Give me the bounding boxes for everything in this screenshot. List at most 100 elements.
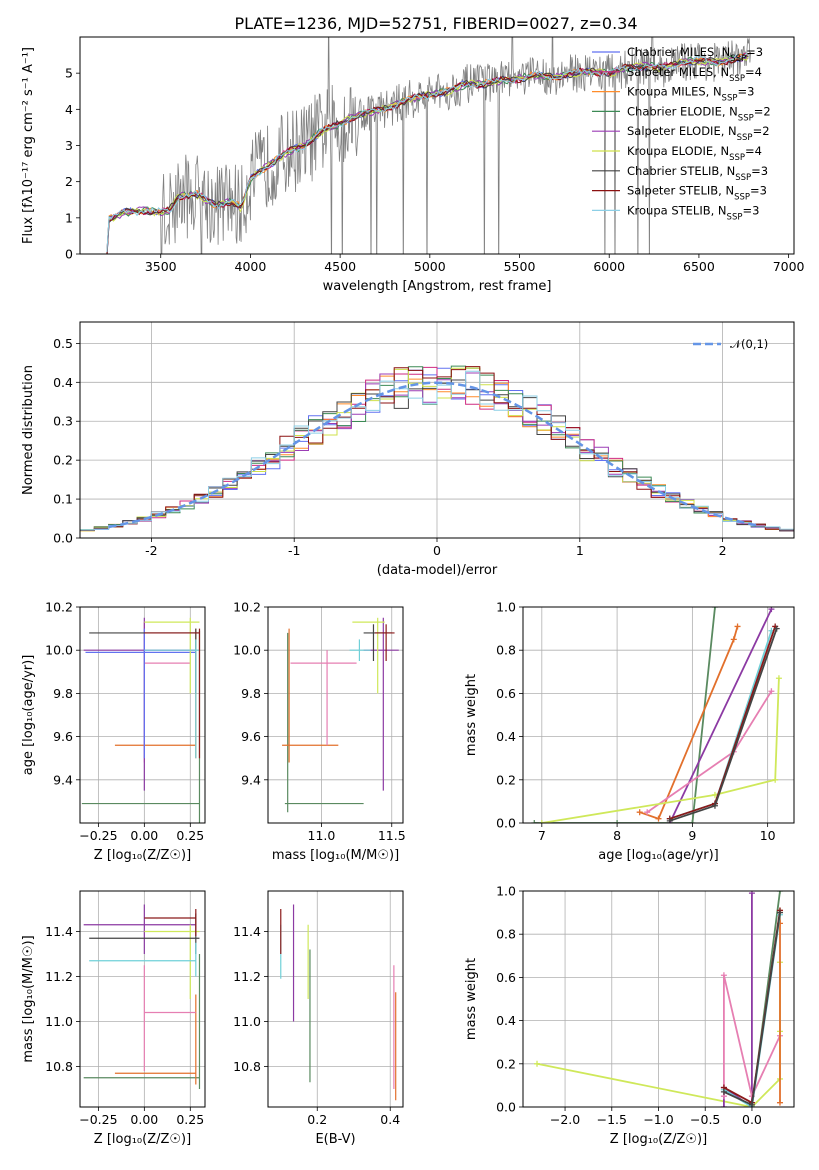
weight-marker-4	[538, 820, 545, 823]
weight-marker-0	[531, 820, 538, 823]
x-tick-label: 0.00	[130, 828, 158, 843]
model-line-2	[106, 53, 749, 254]
weight-marker-0	[614, 820, 621, 823]
x-tick-label: −0.25	[79, 828, 117, 843]
x-tick-label: 1	[576, 543, 584, 558]
weight-marker-1	[636, 809, 643, 816]
weight-marker-0	[689, 820, 696, 823]
legend-label-7: Salpeter STELIB, NSSP=3	[627, 184, 767, 203]
y-axis-label: age [log₁₀(age/yr)]	[21, 655, 36, 776]
axes-frame	[79, 36, 795, 255]
y-tick-label: 10.8	[233, 1059, 261, 1074]
x-tick-label: −0.25	[79, 1112, 117, 1127]
model-line-8	[106, 52, 749, 253]
y-tick-label: 0.8	[496, 927, 516, 942]
plot-area	[534, 891, 783, 1107]
panel-age_vs_z: −0.25 0.00 0.25 9.4 9.6 9.8 10.0 10.2 Z [log₁₀(Z…	[21, 600, 206, 863]
panel-weight_vs_z: −2.0 −1.5 −1.0 −0.5 0.0 0.0 0.2 0.4 0.6 0.8 1.0 Z […	[464, 884, 795, 1147]
y-tick-label: 1.0	[496, 884, 516, 899]
weight-marker-7	[711, 802, 718, 809]
y-tick-label: 9.6	[241, 729, 261, 744]
weight-marker-3	[768, 688, 775, 695]
x-tick-label: 5000	[414, 259, 446, 274]
x-axis-label: mass [log₁₀(M/M☉)]	[272, 848, 399, 863]
legend-label-normal: 𝒩(0,1)	[730, 337, 768, 351]
weight-marker-7	[720, 1088, 727, 1095]
x-tick-label: 5500	[504, 259, 536, 274]
weight-marker-7	[773, 625, 780, 632]
legend-label-1: Salpeter MILES, NSSP=4	[627, 65, 762, 84]
y-tick-label: 0.6	[496, 970, 516, 985]
panel-mass_vs_ebv: 0.2 0.4 10.8 11.0 11.2 11.4 E(B-V)	[233, 890, 404, 1147]
y-tick-label: 11.2	[233, 969, 261, 984]
x-tick-label: −1.5	[597, 1112, 627, 1127]
panel-spectrum: 3500 4000 4500 5000 5500 6000 6500 7000 0 1 2 3 4 5 wa…	[21, 36, 805, 294]
y-tick-label: 0.0	[496, 816, 516, 831]
axes-frame	[522, 606, 795, 824]
legend-label-8: Kroupa STELIB, NSSP=3	[627, 203, 759, 222]
y-tick-label: 11.2	[45, 969, 73, 984]
weight-marker-1	[720, 1104, 727, 1107]
legend-label-4: Salpeter ELODIE, NSSP=2	[627, 124, 770, 143]
y-tick-label: 11.4	[233, 924, 261, 939]
plot-area	[81, 617, 201, 823]
weight-line-4	[541, 678, 780, 823]
y-tick-label: 10.2	[45, 600, 73, 615]
y-tick-label: 9.8	[53, 686, 73, 701]
panel-mass_vs_z: −0.25 0.00 0.25 10.8 11.0 11.2 11.4 Z [log₁₀(Z/…	[21, 890, 206, 1147]
y-tick-label: 11.0	[45, 1014, 73, 1029]
weight-line-3	[646, 690, 773, 813]
x-tick-label: −0.5	[690, 1112, 720, 1127]
plot-area	[531, 607, 782, 823]
weight-line-1	[639, 626, 739, 820]
y-tick-label: 1	[65, 210, 73, 225]
x-axis-label: Z [log₁₀(Z/Z☉)]	[94, 1132, 191, 1147]
panel-age_vs_mass: 11.0 11.5 9.4 9.6 9.8 10.0 10.2 mass [log₁₀(M/M…	[233, 600, 406, 864]
weight-marker-1	[655, 815, 662, 822]
y-tick-label: 9.4	[241, 772, 261, 787]
weight-line-2	[723, 974, 781, 1099]
x-tick-label: 0.00	[130, 1112, 158, 1127]
axes-frame	[79, 890, 206, 1108]
weight-marker-3	[776, 1099, 783, 1106]
y-tick-label: 0.2	[496, 772, 516, 787]
y-tick-label: 0.4	[496, 1013, 516, 1028]
y-tick-label: 9.6	[53, 729, 73, 744]
x-axis-label: E(B-V)	[315, 1132, 355, 1147]
y-tick-label: 0.2	[496, 1056, 516, 1071]
axes-frame	[79, 321, 795, 539]
histogram-step-7	[80, 366, 794, 531]
y-axis-label: mass weight	[464, 674, 479, 756]
y-axis-label: Flux [fλ10⁻¹⁷ erg cm⁻² s⁻¹ A⁻¹]	[21, 47, 36, 244]
x-tick-label: 6500	[683, 259, 715, 274]
plot-area	[106, 37, 751, 254]
weight-marker-4	[775, 675, 782, 682]
model-line-6	[106, 55, 749, 254]
y-tick-label: 9.8	[241, 686, 261, 701]
weight-marker-2	[720, 972, 727, 979]
y-axis-label: mass weight	[464, 958, 479, 1040]
x-tick-label: 11.5	[378, 828, 406, 843]
weight-line-2	[668, 608, 773, 823]
x-tick-label: −2.0	[550, 1112, 580, 1127]
weight-marker-0	[534, 1060, 541, 1067]
y-tick-label: 0	[65, 247, 73, 262]
x-axis-label: Z [log₁₀(Z/Z☉)]	[94, 848, 191, 863]
x-tick-label: 7	[538, 828, 546, 843]
y-tick-label: 9.4	[53, 772, 73, 787]
x-tick-label: 0.0	[742, 1112, 762, 1127]
y-tick-label: 11.4	[45, 924, 73, 939]
y-tick-label: 0.0	[53, 531, 73, 546]
axes-frame	[267, 890, 404, 1108]
weight-marker-4	[772, 776, 779, 783]
y-tick-label: 5	[65, 66, 73, 81]
x-tick-label: 3500	[145, 259, 177, 274]
x-tick-label: −1.0	[643, 1112, 673, 1127]
legend-label-3: Chabrier ELODIE, NSSP=2	[627, 104, 771, 123]
model-line-7	[106, 53, 749, 254]
x-tick-label: 9	[688, 828, 696, 843]
weight-marker-1	[730, 636, 737, 643]
y-tick-label: 11.0	[233, 1014, 261, 1029]
y-tick-label: 1.0	[496, 600, 516, 615]
